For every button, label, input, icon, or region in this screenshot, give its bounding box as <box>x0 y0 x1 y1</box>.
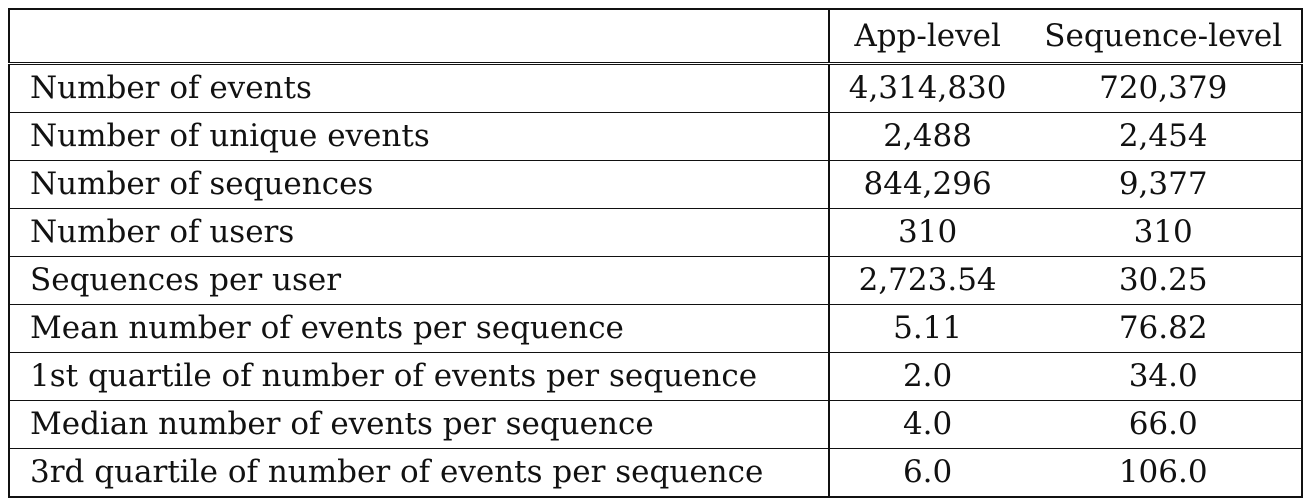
sequence-level-value: 34.0 <box>1025 352 1302 401</box>
app-level-value: 6.0 <box>827 448 1026 497</box>
table-row: Mean number of events per sequence 5.11 … <box>9 304 1302 353</box>
statistics-table-container: App-level Sequence-level Number of event… <box>8 8 1303 498</box>
app-level-value: 2,488 <box>827 112 1026 161</box>
app-level-value: 2,723.54 <box>827 256 1026 305</box>
app-level-value: 4.0 <box>827 400 1026 449</box>
app-level-value: 844,296 <box>827 160 1026 209</box>
table-row: 3rd quartile of number of events per seq… <box>9 448 1302 497</box>
sequence-level-value: 720,379 <box>1025 62 1302 113</box>
row-label: 3rd quartile of number of events per seq… <box>9 448 829 497</box>
app-level-value: 310 <box>827 208 1026 257</box>
table-row: Number of unique events 2,488 2,454 <box>9 112 1302 161</box>
row-label: Number of users <box>9 208 829 257</box>
table-row: Number of users 310 310 <box>9 208 1302 257</box>
row-label: Mean number of events per sequence <box>9 304 829 353</box>
table-row: 1st quartile of number of events per seq… <box>9 352 1302 401</box>
row-label: 1st quartile of number of events per seq… <box>9 352 829 401</box>
row-label: Median number of events per sequence <box>9 400 829 449</box>
row-label: Number of events <box>9 62 829 113</box>
app-level-value: 5.11 <box>827 304 1026 353</box>
header-empty-cell <box>9 8 829 64</box>
sequence-level-value: 106.0 <box>1025 448 1302 497</box>
sequence-level-value: 66.0 <box>1025 400 1302 449</box>
sequence-level-value: 76.82 <box>1025 304 1302 353</box>
app-level-value: 4,314,830 <box>827 62 1026 113</box>
table-row: Number of sequences 844,296 9,377 <box>9 160 1302 209</box>
header-sequence-level: Sequence-level <box>1025 8 1302 64</box>
row-label: Number of unique events <box>9 112 829 161</box>
header-app-level: App-level <box>827 8 1026 64</box>
table-row: Number of events 4,314,830 720,379 <box>9 62 1302 113</box>
table-row: Median number of events per sequence 4.0… <box>9 400 1302 449</box>
sequence-level-value: 30.25 <box>1025 256 1302 305</box>
row-label: Sequences per user <box>9 256 829 305</box>
header-row: App-level Sequence-level <box>9 8 1302 64</box>
row-label: Number of sequences <box>9 160 829 209</box>
sequence-level-value: 9,377 <box>1025 160 1302 209</box>
app-level-value: 2.0 <box>827 352 1026 401</box>
table-row: Sequences per user 2,723.54 30.25 <box>9 256 1302 305</box>
sequence-level-value: 310 <box>1025 208 1302 257</box>
sequence-level-value: 2,454 <box>1025 112 1302 161</box>
statistics-table: App-level Sequence-level Number of event… <box>8 8 1303 498</box>
